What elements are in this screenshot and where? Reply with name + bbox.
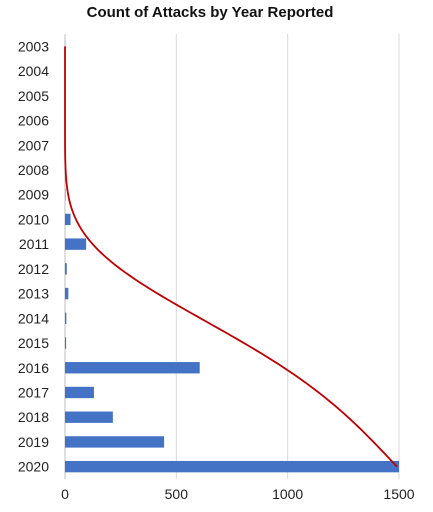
- y-tick-label: 2012: [18, 261, 49, 277]
- x-tick-label: 0: [61, 486, 69, 502]
- y-tick-label: 2015: [18, 335, 49, 351]
- y-tick-label: 2014: [18, 310, 49, 326]
- y-tick-label: 2006: [18, 113, 49, 129]
- y-tick-label: 2013: [18, 286, 49, 302]
- x-tick-label: 1000: [272, 486, 303, 502]
- y-tick-label: 2011: [19, 236, 49, 252]
- trendline-path: [64, 46, 398, 468]
- bar-2020: [65, 460, 399, 473]
- y-tick-label: 2009: [18, 187, 49, 203]
- bar-2019: [65, 436, 165, 448]
- gridlines: [64, 34, 400, 479]
- y-tick-label: 2008: [18, 162, 49, 178]
- bar-2011: [65, 238, 87, 250]
- y-tick-label: 2018: [18, 409, 49, 425]
- x-tick-label: 1500: [383, 486, 414, 502]
- bar-2015: [65, 337, 67, 349]
- y-tick-label: 2017: [18, 384, 49, 400]
- y-tick-label: 2004: [18, 63, 49, 79]
- y-tick-label: 2005: [18, 88, 49, 104]
- bar-2012: [65, 263, 67, 275]
- trendline: [64, 46, 398, 468]
- y-tick-label: 2019: [18, 434, 49, 450]
- bar-2018: [65, 411, 113, 423]
- x-tick-label: 500: [165, 486, 189, 502]
- y-tick-label: 2010: [18, 211, 49, 227]
- y-tick-label: 2003: [18, 38, 49, 54]
- y-tick-labels: 2003 2004 2005 2006 2007 2008 2009 2010 2011 2012…: [18, 38, 49, 474]
- bar-2014: [65, 312, 67, 324]
- bar-2017: [65, 386, 94, 399]
- chart-title: Count of Attacks by Year Reported: [87, 4, 334, 21]
- y-tick-label: 2016: [18, 360, 49, 376]
- bar-2010: [65, 213, 71, 226]
- bar-2013: [65, 287, 69, 300]
- bar-2016: [65, 362, 200, 374]
- bars: [65, 40, 399, 473]
- x-tick-labels: 0 500 1000 1500: [61, 486, 415, 502]
- y-tick-label: 2020: [18, 459, 49, 475]
- y-tick-label: 2007: [18, 137, 49, 153]
